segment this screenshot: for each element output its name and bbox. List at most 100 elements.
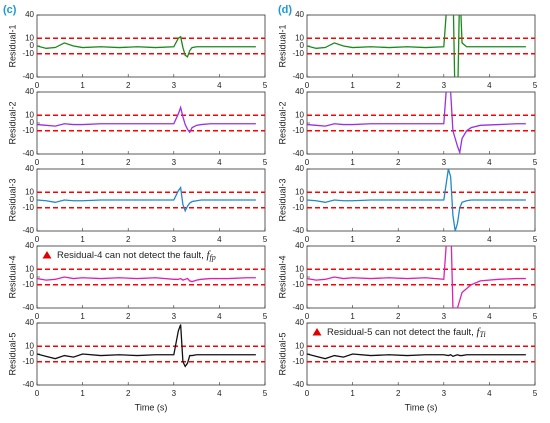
x-tick-label: 4 (217, 312, 222, 321)
residual-line (307, 353, 526, 360)
y-tick-label: -10 (22, 126, 34, 135)
x-tick-label: 5 (263, 81, 268, 90)
x-tick-label: 0 (305, 389, 310, 398)
x-tick-label: 3 (442, 389, 447, 398)
y-tick-label: 40 (295, 10, 304, 19)
x-tick-label: 1 (80, 235, 85, 244)
y-axis-label: Residual-4 (7, 255, 17, 298)
y-tick-label: 40 (25, 87, 34, 96)
y-axis-label: Residual-4 (277, 255, 287, 298)
x-tick-label: 2 (126, 235, 131, 244)
residual-line (307, 15, 526, 77)
y-tick-label: -40 (22, 226, 34, 235)
x-tick-label: 5 (263, 158, 268, 167)
x-tick-label: 3 (442, 312, 447, 321)
x-tick-label: 2 (126, 158, 131, 167)
y-tick-label: -40 (22, 149, 34, 158)
x-tick-label: 1 (80, 389, 85, 398)
y-tick-label: 40 (295, 318, 304, 327)
x-tick-label: 0 (35, 389, 40, 398)
y-tick-label: -40 (22, 303, 34, 312)
x-axis-label: Time (s) (135, 402, 168, 412)
y-tick-label: 10 (295, 33, 304, 42)
x-tick-label: 1 (80, 81, 85, 90)
y-axis-label: Residual-3 (7, 178, 17, 221)
y-tick-label: 10 (25, 33, 34, 42)
x-tick-label: 1 (80, 312, 85, 321)
y-axis-label: Residual-1 (7, 24, 17, 67)
x-tick-label: 3 (172, 312, 177, 321)
x-tick-label: 3 (442, 81, 447, 90)
annotation: Residual-4 can not detect the fault, ffp (57, 249, 216, 262)
x-tick-label: 4 (217, 235, 222, 244)
y-tick-label: 0 (300, 349, 305, 358)
plot-area (36, 245, 266, 309)
y-tick-label: 40 (25, 318, 34, 327)
panel-label: (c) (3, 4, 17, 16)
x-tick-label: 2 (396, 158, 401, 167)
y-tick-label: 0 (300, 41, 305, 50)
y-tick-label: -10 (292, 126, 304, 135)
x-tick-label: 4 (487, 158, 492, 167)
y-tick-label: 10 (295, 110, 304, 119)
y-tick-label: 40 (295, 87, 304, 96)
x-tick-label: 5 (533, 235, 538, 244)
y-axis-label: Residual-1 (277, 24, 287, 67)
panel-label: (d) (278, 4, 292, 16)
x-tick-label: 4 (217, 158, 222, 167)
y-tick-label: 40 (295, 164, 304, 173)
annotation-math: f (476, 326, 481, 338)
x-tick-label: 4 (487, 389, 492, 398)
x-tick-label: 4 (217, 81, 222, 90)
y-tick-label: 40 (25, 241, 34, 250)
y-axis-label: Residual-2 (7, 101, 17, 144)
residual-line (307, 246, 526, 308)
y-tick-label: -10 (292, 203, 304, 212)
residual-line (37, 276, 256, 283)
y-tick-label: 0 (30, 272, 35, 281)
annotation-sub: fp (210, 253, 216, 262)
x-tick-label: 0 (305, 81, 310, 90)
y-tick-label: 10 (295, 341, 304, 350)
x-tick-label: 2 (396, 81, 401, 90)
y-axis-label: Residual-3 (277, 178, 287, 221)
x-tick-label: 0 (305, 235, 310, 244)
x-tick-label: 5 (533, 158, 538, 167)
y-tick-label: 0 (30, 349, 35, 358)
annotation-math: f (206, 249, 211, 261)
x-tick-label: 2 (396, 389, 401, 398)
x-tick-label: 1 (350, 81, 355, 90)
y-tick-label: -40 (22, 380, 34, 389)
y-axis-label: Residual-2 (277, 101, 287, 144)
x-tick-label: 2 (396, 235, 401, 244)
annotation-text: Residual-4 can not detect the fault, (57, 250, 206, 261)
x-tick-label: 2 (126, 81, 131, 90)
y-axis-label: Residual-5 (7, 332, 17, 375)
x-tick-label: 1 (350, 235, 355, 244)
y-tick-label: -40 (292, 72, 304, 81)
y-tick-label: -40 (292, 226, 304, 235)
y-tick-label: 10 (25, 341, 34, 350)
annotation-sub: Ti (480, 330, 486, 339)
plot-area (36, 14, 266, 78)
y-tick-label: -10 (292, 49, 304, 58)
x-tick-label: 4 (487, 235, 492, 244)
y-tick-label: 10 (25, 264, 34, 273)
x-tick-label: 3 (172, 158, 177, 167)
x-tick-label: 2 (396, 312, 401, 321)
plot-area (36, 322, 266, 386)
residual-line (37, 324, 256, 368)
x-tick-label: 2 (126, 312, 131, 321)
y-tick-label: 0 (300, 118, 305, 127)
y-tick-label: 40 (295, 241, 304, 250)
y-tick-label: 40 (25, 164, 34, 173)
x-tick-label: 3 (172, 81, 177, 90)
y-tick-label: -10 (22, 280, 34, 289)
plot-area (306, 14, 536, 78)
annotation-marker (312, 328, 322, 336)
x-tick-label: 0 (305, 158, 310, 167)
y-tick-label: 10 (25, 187, 34, 196)
annotation-text: Residual-5 can not detect the fault, (327, 327, 476, 338)
annotation: Residual-5 can not detect the fault, fTi (327, 326, 486, 339)
residual-line (37, 35, 256, 58)
